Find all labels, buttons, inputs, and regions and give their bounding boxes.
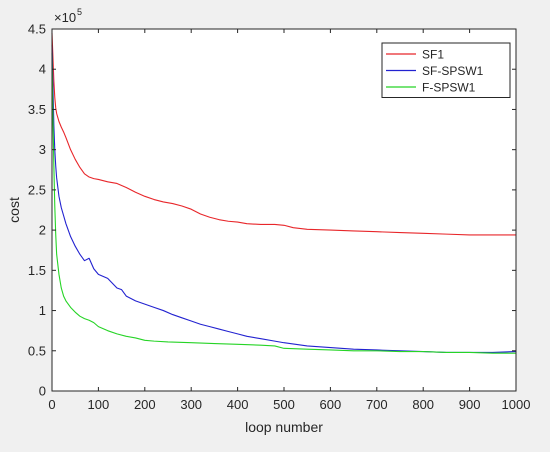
y-tick-label: 0 (39, 384, 46, 399)
y-exponent: ×10 5 (54, 7, 82, 25)
y-tick-label: 1 (39, 303, 46, 318)
x-tick-label: 700 (366, 397, 388, 412)
y-tick-label: 3 (39, 142, 46, 157)
x-tick-label: 200 (134, 397, 156, 412)
y-axis-label: cost (6, 197, 22, 223)
y-tick-label: 3.5 (28, 102, 46, 117)
y-tick-label: 2.5 (28, 182, 46, 197)
series-line-f-spsw1 (51, 53, 516, 354)
x-tick-label: 500 (273, 397, 295, 412)
legend-label: SF1 (422, 48, 444, 62)
y-tick-label: 0.5 (28, 343, 46, 358)
y-exponent-power: 5 (77, 7, 82, 17)
x-tick-label: 100 (88, 397, 110, 412)
legend-label: SF-SPSW1 (422, 64, 484, 78)
series-line-sf-spsw1 (51, 45, 517, 353)
y-tick-label: 4 (39, 62, 46, 77)
x-tick-label: 900 (459, 397, 481, 412)
y-tick-label: 4.5 (28, 22, 46, 37)
legend: SF1 SF-SPSW1 F-SPSW1 (381, 42, 511, 98)
x-tick-label: 0 (48, 397, 55, 412)
x-tick-label: 300 (180, 397, 202, 412)
x-tick-label: 600 (320, 397, 342, 412)
y-exponent-base: ×10 (54, 10, 76, 25)
x-tick-label: 800 (412, 397, 434, 412)
series-layer (51, 32, 517, 354)
legend-label: F-SPSW1 (422, 81, 476, 95)
x-tick-label: 400 (227, 397, 249, 412)
y-tick-label: 1.5 (28, 263, 46, 278)
x-tick-label: 1000 (502, 397, 531, 412)
y-tick-label: 2 (39, 223, 46, 238)
x-axis-label: loop number (245, 419, 323, 435)
series-line-sf1 (51, 32, 516, 236)
ticks-layer: 0 100 200 300 400 500 600 700 800 900 1000 0 0.5 1 1.5… (28, 22, 531, 413)
